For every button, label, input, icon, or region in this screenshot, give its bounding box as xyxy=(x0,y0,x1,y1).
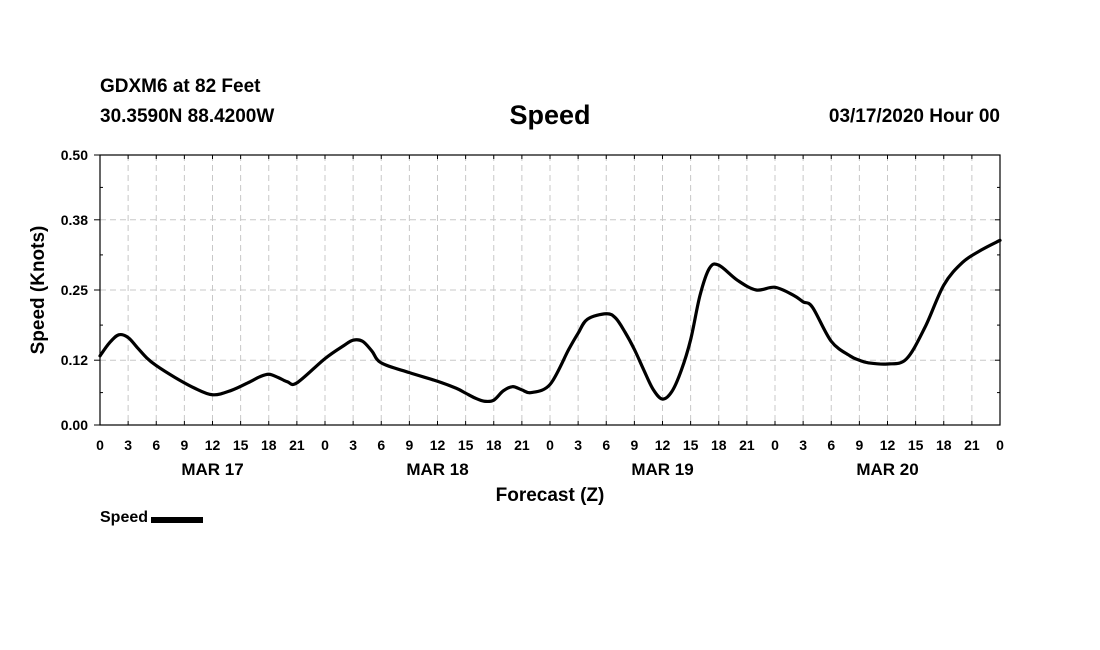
x-tick-label: 15 xyxy=(908,437,924,453)
x-tick-label: 18 xyxy=(261,437,277,453)
x-tick-label: 6 xyxy=(602,437,610,453)
chart-title: Speed xyxy=(509,100,591,130)
x-date-label: MAR 18 xyxy=(406,460,468,479)
x-tick-label: 15 xyxy=(233,437,249,453)
x-axis-title: Forecast (Z) xyxy=(496,485,605,506)
x-tick-label: 9 xyxy=(855,437,863,453)
x-tick-label: 0 xyxy=(546,437,554,453)
x-tick-label: 6 xyxy=(377,437,385,453)
x-tick-label: 6 xyxy=(152,437,160,453)
x-tick-label: 3 xyxy=(574,437,582,453)
x-tick-label: 18 xyxy=(936,437,952,453)
x-tick-label: 21 xyxy=(739,437,755,453)
x-date-label: MAR 17 xyxy=(181,460,243,479)
y-tick-label: 0.38 xyxy=(61,212,88,228)
x-tick-label: 0 xyxy=(96,437,104,453)
legend: Speed xyxy=(100,509,204,527)
x-tick-label: 0 xyxy=(321,437,329,453)
x-tick-label: 18 xyxy=(486,437,502,453)
station-label: GDXM6 at 82 Feet xyxy=(100,76,261,97)
x-tick-label: 15 xyxy=(683,437,699,453)
y-axis-title: Speed (Knots) xyxy=(28,226,49,355)
x-date-label: MAR 20 xyxy=(856,460,918,479)
x-tick-label: 0 xyxy=(996,437,1004,453)
x-tick-label: 9 xyxy=(405,437,413,453)
x-tick-label: 3 xyxy=(124,437,132,453)
x-tick-label: 9 xyxy=(180,437,188,453)
x-tick-label: 18 xyxy=(711,437,727,453)
x-tick-label: 3 xyxy=(799,437,807,453)
x-tick-label: 21 xyxy=(964,437,980,453)
x-tick-label: 21 xyxy=(289,437,305,453)
coordinates-label: 30.3590N 88.4200W xyxy=(100,106,275,127)
x-tick-label: 12 xyxy=(205,437,221,453)
x-tick-label: 12 xyxy=(655,437,671,453)
series-line-speed xyxy=(98,238,1002,404)
x-date-label: MAR 19 xyxy=(631,460,693,479)
x-tick-label: 15 xyxy=(458,437,474,453)
x-tick-label: 12 xyxy=(430,437,446,453)
legend-label: Speed xyxy=(100,509,149,526)
x-tick-label: 21 xyxy=(514,437,530,453)
y-tick-label: 0.25 xyxy=(61,282,88,298)
x-tick-label: 9 xyxy=(630,437,638,453)
x-tick-label: 0 xyxy=(771,437,779,453)
x-tick-label: 6 xyxy=(827,437,835,453)
x-tick-label: 3 xyxy=(349,437,357,453)
y-tick-label: 0.12 xyxy=(61,352,88,368)
forecast-datetime: 03/17/2020 Hour 00 xyxy=(828,106,1000,127)
y-tick-label: 0.00 xyxy=(61,417,88,433)
x-tick-label: 12 xyxy=(880,437,896,453)
legend-line-swatch xyxy=(151,517,204,523)
y-tick-label: 0.50 xyxy=(61,147,88,163)
